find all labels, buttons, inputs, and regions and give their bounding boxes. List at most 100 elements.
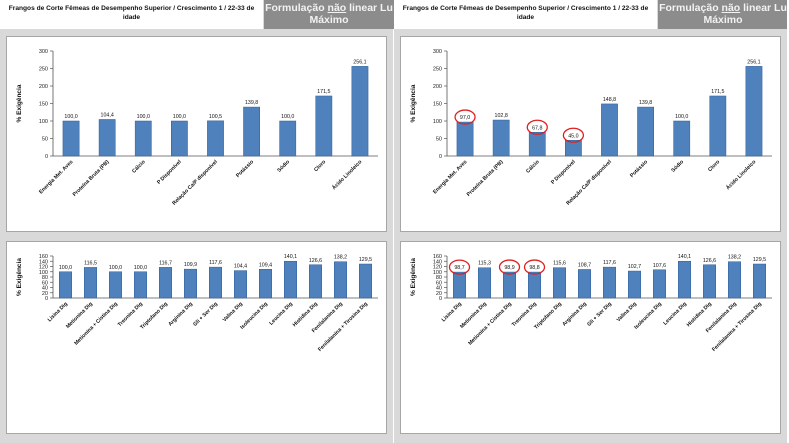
category-label: Leucina Dig <box>268 301 293 326</box>
bar <box>359 263 372 299</box>
y-tick-label: 20 <box>42 291 48 297</box>
bar-value-label: 171,5 <box>711 89 724 95</box>
bar <box>84 267 97 299</box>
y-tick-label: 300 <box>39 49 48 55</box>
bar-value-label: 100,0 <box>134 265 147 271</box>
bar-value-label: 45,0 <box>568 133 578 139</box>
category-label: Leucina Dig <box>662 301 687 326</box>
bar <box>709 95 727 157</box>
bar <box>243 106 260 157</box>
bar <box>98 119 116 157</box>
y-tick-label: 150 <box>433 102 442 108</box>
bar-value-label: 117,6 <box>209 260 222 266</box>
y-tick-label: 0 <box>439 154 442 160</box>
category-label: Triptofano Dig <box>139 301 169 331</box>
y-tick-label: 200 <box>39 84 48 90</box>
y-tick-label: 40 <box>436 286 442 292</box>
bar <box>259 269 272 299</box>
bar-value-label: 100,0 <box>137 114 150 120</box>
bar-value-label: 100,0 <box>173 114 186 120</box>
highlight-circle <box>498 259 521 275</box>
y-axis-title: % Exigência <box>410 84 417 122</box>
bar-value-label: 100,5 <box>209 114 222 120</box>
y-tick-label: 60 <box>436 280 442 286</box>
y-tick-label: 80 <box>436 275 442 281</box>
bar <box>59 271 72 299</box>
category-label: Lisina Dig <box>47 301 69 323</box>
bar-value-label: 115,3 <box>478 261 491 267</box>
bar-value-label: 126,6 <box>309 258 322 264</box>
y-tick-label: 120 <box>433 265 442 271</box>
bar-value-label: 102,7 <box>628 264 641 270</box>
left-half: Frangos de Corte Fêmeas de Desempenho Su… <box>0 0 394 443</box>
highlight-circle <box>526 119 548 135</box>
bar-value-label: 139,8 <box>639 100 652 106</box>
badge-suffix: linear Lu <box>346 2 393 14</box>
badge-line2: Máximo <box>703 14 743 26</box>
category-label: Cloro <box>313 159 328 174</box>
category-label: P Disponível <box>550 159 577 186</box>
bar <box>703 264 716 299</box>
y-tick-label: 250 <box>433 67 442 73</box>
category-label: Isoleucina Dig <box>239 301 269 331</box>
y-axis-title: % Exigência <box>410 258 417 296</box>
y-tick-label: 140 <box>433 259 442 265</box>
category-label: Cálcio <box>525 159 541 175</box>
category-label: Isoleucina Dig <box>633 301 663 331</box>
category-label: Fenilalanina + Tirosina Dig <box>317 301 369 353</box>
bar <box>456 121 474 157</box>
bar-value-label: 104,4 <box>101 112 114 118</box>
highlight-circle <box>562 127 585 143</box>
bar <box>673 120 691 157</box>
bar <box>209 266 222 299</box>
category-label: Proteína Bruta (PB) <box>466 159 505 198</box>
bar <box>171 120 188 157</box>
bar-value-label: 100,0 <box>64 114 77 120</box>
bar-value-label: 117,6 <box>603 260 616 266</box>
y-axis-title: % Exigência <box>16 258 23 296</box>
badge-line2: Máximo <box>309 14 349 26</box>
y-tick-label: 120 <box>39 265 48 271</box>
category-label: Histidina Dig <box>292 301 319 328</box>
category-label: Triptofano Dig <box>533 301 563 331</box>
bar-value-label: 102,8 <box>495 113 508 119</box>
category-label: Cálcio <box>131 159 147 175</box>
badge-underlined: não <box>721 2 741 14</box>
category-label: Sódio <box>276 159 291 174</box>
bar <box>492 119 510 157</box>
category-label: Histidina Dig <box>686 301 713 328</box>
bar <box>601 103 618 157</box>
bar-value-label: 98,7 <box>454 265 464 271</box>
header-title: Frangos de Corte Fêmeas de Desempenho Su… <box>394 0 657 29</box>
bar-value-label: 107,6 <box>653 263 666 269</box>
category-label: Valina Dig <box>222 301 244 323</box>
category-label: Proteína Bruta (PB) <box>72 159 111 198</box>
category-label: Gli + Ser Dig <box>192 301 219 328</box>
y-tick-label: 300 <box>433 49 442 55</box>
bar <box>284 260 297 299</box>
y-tick-label: 100 <box>433 270 442 276</box>
category-label: Metionina + Cistina Dig <box>73 301 119 347</box>
bar-value-label: 148,8 <box>603 97 616 103</box>
bar <box>528 132 546 157</box>
bar <box>234 270 247 299</box>
category-label: Treonina Dig <box>117 301 144 328</box>
bar-value-label: 67,8 <box>532 125 542 131</box>
bar <box>334 261 347 299</box>
bar <box>503 271 516 299</box>
y-tick-label: 20 <box>436 291 442 297</box>
bar-value-label: 171,5 <box>317 89 330 95</box>
y-tick-label: 40 <box>42 286 48 292</box>
category-label: Metionina + Cistina Dig <box>467 301 513 347</box>
y-tick-label: 100 <box>39 119 48 125</box>
bar <box>351 66 369 157</box>
bar <box>603 266 616 299</box>
bar <box>309 264 322 299</box>
category-label: Sódio <box>670 159 685 174</box>
y-tick-label: 50 <box>42 137 48 143</box>
category-label: Arginina Dig <box>561 301 588 328</box>
bar <box>678 260 691 299</box>
bar <box>553 267 566 299</box>
